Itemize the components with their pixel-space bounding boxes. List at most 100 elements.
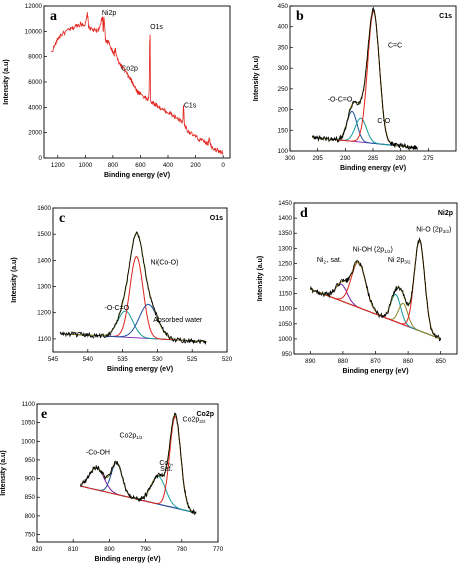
panel-letter: d (300, 206, 308, 221)
y-tick-label: 1300 (37, 284, 51, 291)
plot-frame (289, 5, 457, 152)
x-tick-label: 850 (436, 358, 447, 365)
y-tick-label: 150 (278, 127, 289, 134)
plot-frame (43, 5, 231, 159)
x-tick-label: 300 (285, 155, 296, 162)
y-tick-label: 1400 (37, 257, 51, 264)
peak-annotation: Absorbed water (153, 317, 203, 324)
y-tick-label: 2000 (28, 130, 42, 137)
x-tick-label: 545 (48, 356, 59, 363)
annotation-subscript: 2+ (323, 259, 329, 264)
y-tick-label: 950 (282, 351, 293, 358)
peak-annotation: Co2p (121, 66, 138, 73)
y-tick-label: 10000 (25, 28, 43, 35)
y-tick-label: 1050 (21, 420, 35, 427)
peak-annotation: Ni 2p3/2 (388, 257, 411, 265)
y-axis-label: Intensity (a.u) (11, 257, 18, 303)
annotation-text: Ni 2p (388, 257, 404, 264)
peak-annotation: Sat. (160, 466, 173, 473)
x-tick-label: 520 (222, 356, 233, 363)
x-axis-label: Binding energy (eV) (94, 556, 160, 563)
plot-area (309, 236, 442, 342)
plot-frame (52, 207, 228, 353)
peak-annotation: O1s (150, 24, 163, 31)
y-tick-label: 800 (25, 513, 36, 520)
annotation-text: -Co-OH (86, 449, 110, 456)
annotation-text: -O-C=O (328, 96, 353, 103)
annotation-text: Ni(Co-O) (150, 259, 178, 266)
annotation-text: Co2p (183, 417, 200, 424)
y-tick-label: 1200 (278, 276, 292, 283)
y-tick-label: 250 (278, 86, 289, 93)
y-tick-label: 400 (278, 24, 289, 31)
annotation-text: Co2p (120, 433, 137, 440)
annotation-tail: ) (390, 246, 392, 253)
raw-spectrum-line (312, 6, 418, 151)
peak-annotation: Ni2p (102, 10, 117, 17)
panel-tag: O1s (210, 215, 223, 222)
annotation-tail: ) (449, 227, 451, 234)
plot-frame (293, 202, 458, 355)
y-axis-label: Intensity (a.u) (253, 56, 260, 102)
x-tick-label: 820 (32, 546, 43, 553)
annotation-subscript: 3+ (168, 462, 174, 467)
peak-annotation: Co3+ (159, 460, 173, 468)
y-tick-label: 350 (278, 44, 289, 51)
y-tick-label: 8000 (28, 54, 42, 61)
x-tick-label: 0 (221, 162, 225, 169)
y-tick-label: 1500 (37, 231, 51, 238)
peak-annotation: C=C (388, 42, 402, 49)
peak-annotation: Co2p3/2 (183, 417, 206, 425)
x-tick-label: 400 (163, 162, 174, 169)
annotation-text: Sat. (160, 466, 173, 473)
annotation-subscript: 1/2 (136, 435, 143, 440)
annotation-text: O1s (150, 24, 163, 31)
y-tick-label: 12000 (25, 3, 43, 10)
raw-spectrum-line (59, 231, 207, 346)
annotation-text: Absorbed water (153, 317, 203, 324)
peak-annotation: Co2p1/2 (120, 433, 143, 441)
peak-annotation: Ni-O (2p3/2) (416, 227, 451, 235)
x-axis-label: Binding energy (eV) (340, 165, 406, 172)
plot-area (80, 412, 197, 516)
annotation-subscript: 1/2 (384, 249, 391, 254)
x-tick-label: 790 (140, 546, 151, 553)
panel-e: 820 810 800 790 780 770 750 800 850 900 950 1000 105… (0, 401, 224, 563)
annotation-text: Co2p (121, 66, 138, 73)
y-tick-label: 1150 (279, 291, 293, 298)
x-tick-label: 525 (187, 356, 198, 363)
peak-annotation: Ni(Co-O) (150, 259, 178, 266)
y-tick-label: 1200 (37, 310, 51, 317)
panel-b: 300 295 290 285 280 275 100 150 200 250 300 350 400 4… (253, 3, 457, 172)
peak-annotation: Ni2+ sat. (317, 257, 342, 265)
peak-annotation: C1s (184, 102, 197, 109)
x-tick-label: 1200 (51, 162, 65, 169)
y-tick-label: 1250 (278, 260, 292, 267)
x-tick-label: 890 (305, 358, 316, 365)
annotation-text: Ni-O (2p (416, 227, 443, 234)
x-tick-label: 530 (152, 356, 163, 363)
x-axis-label: Binding energy (eV) (107, 366, 173, 373)
annotation-text: Ni (317, 257, 324, 264)
x-tick-label: 540 (83, 356, 94, 363)
x-tick-label: 860 (403, 358, 414, 365)
panel-tag: Co2p (197, 411, 215, 418)
x-tick-label: 870 (370, 358, 381, 365)
annotation-subscript: 3/2 (443, 229, 450, 234)
x-tick-label: 200 (190, 162, 201, 169)
annotation-text: Ni2p (102, 10, 117, 17)
y-tick-label: 300 (278, 65, 289, 72)
x-tick-label: 810 (68, 546, 79, 553)
x-tick-label: 770 (213, 546, 224, 553)
peak-annotation: -O-C=O (105, 305, 130, 312)
y-axis-label: Intensity (a.u) (0, 450, 7, 496)
y-tick-label: 850 (25, 494, 36, 501)
peak-annotation: Ni-OH (2p1/2) (353, 246, 393, 254)
y-tick-label: 1450 (278, 200, 292, 207)
annotation-text: C1s (184, 102, 197, 109)
y-tick-label: 750 (25, 532, 36, 539)
x-tick-label: 275 (423, 155, 434, 162)
x-tick-label: 280 (396, 155, 407, 162)
panel-letter: b (296, 9, 304, 24)
